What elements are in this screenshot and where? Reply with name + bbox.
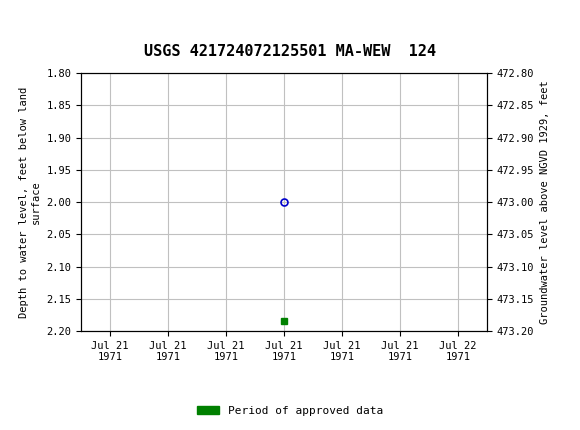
Text: USGS 421724072125501 MA-WEW  124: USGS 421724072125501 MA-WEW 124 (144, 44, 436, 59)
Text: ≡USGS: ≡USGS (9, 16, 90, 36)
Y-axis label: Groundwater level above NGVD 1929, feet: Groundwater level above NGVD 1929, feet (540, 80, 550, 324)
Legend: Period of approved data: Period of approved data (193, 401, 387, 420)
Y-axis label: Depth to water level, feet below land
surface: Depth to water level, feet below land su… (19, 86, 41, 318)
